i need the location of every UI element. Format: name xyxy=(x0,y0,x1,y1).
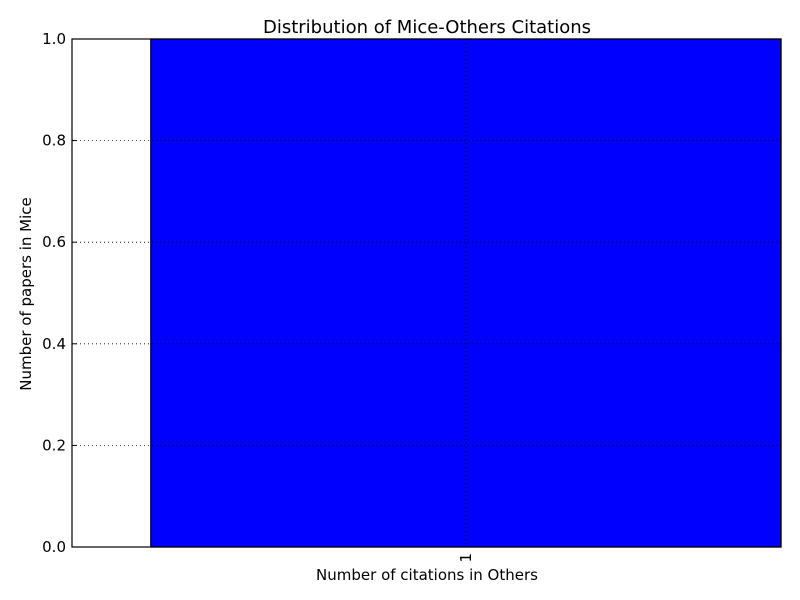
y-tick-label: 0.6 xyxy=(42,233,66,251)
y-tick-label: 0.2 xyxy=(42,436,66,454)
x-tick-label: 1 xyxy=(457,553,475,563)
y-tick-label: 1.0 xyxy=(42,30,66,48)
y-tick-label: 0.8 xyxy=(42,132,66,150)
x-tick-labels: 1 xyxy=(457,553,475,563)
y-axis-label: Number of papers in Mice xyxy=(17,197,35,391)
axes-frame xyxy=(71,38,782,548)
plot-area xyxy=(71,38,782,548)
y-tick-label: 0.0 xyxy=(42,538,66,556)
y-tick-label: 0.4 xyxy=(42,335,66,353)
y-tick-labels: 0.0 0.2 0.4 0.6 0.8 1.0 xyxy=(42,30,66,556)
chart-title: Distribution of Mice-Others Citations xyxy=(263,17,591,38)
x-axis-label: Number of citations in Others xyxy=(316,566,538,584)
